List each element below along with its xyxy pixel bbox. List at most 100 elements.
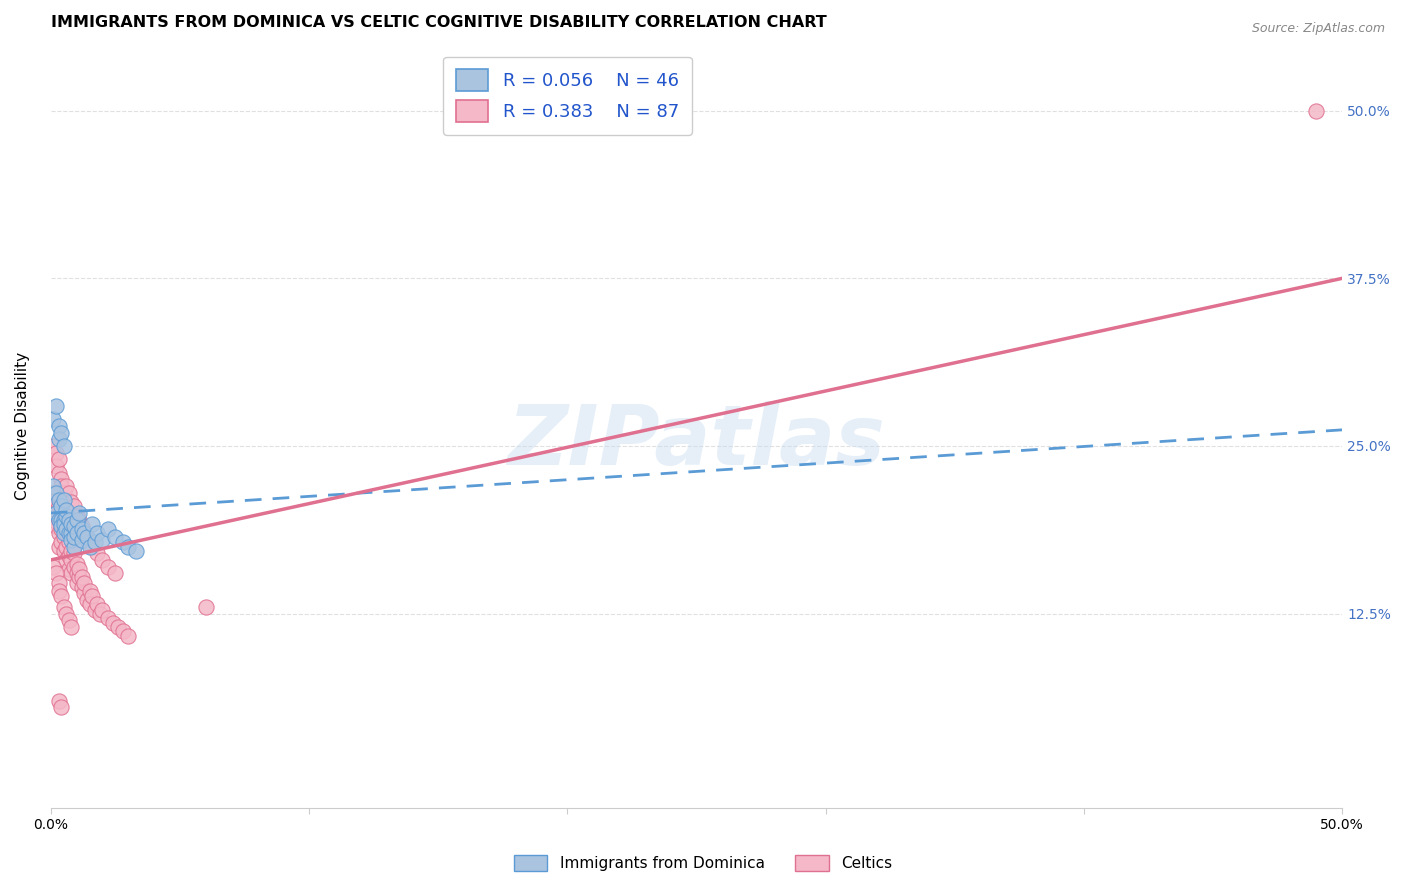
- Point: [42, 439, 65, 453]
- Point: [45, 445, 67, 459]
- Point: [91, 602, 114, 616]
- Point: [45, 399, 67, 413]
- Point: [42, 513, 65, 527]
- Point: [51, 425, 73, 440]
- Point: [45, 506, 67, 520]
- Point: [52, 516, 75, 531]
- Point: [60, 533, 83, 547]
- Point: [48, 526, 70, 541]
- Point: [107, 620, 129, 634]
- Point: [45, 486, 67, 500]
- Text: IMMIGRANTS FROM DOMINICA VS CELTIC COGNITIVE DISABILITY CORRELATION CHART: IMMIGRANTS FROM DOMINICA VS CELTIC COGNI…: [51, 15, 827, 30]
- Point: [63, 546, 86, 560]
- Point: [70, 522, 93, 536]
- Point: [66, 513, 89, 527]
- Point: [58, 535, 80, 549]
- Point: [55, 503, 77, 517]
- Point: [117, 629, 139, 643]
- Point: [58, 526, 80, 541]
- Point: [67, 562, 90, 576]
- Point: [48, 500, 70, 514]
- Point: [52, 513, 75, 527]
- Point: [63, 519, 86, 533]
- Point: [79, 583, 101, 598]
- Point: [76, 530, 98, 544]
- Point: [97, 610, 120, 624]
- Legend: Immigrants from Dominica, Celtics: Immigrants from Dominica, Celtics: [508, 849, 898, 877]
- Point: [104, 530, 127, 544]
- Point: [55, 508, 77, 523]
- Point: [67, 506, 90, 520]
- Point: [60, 553, 83, 567]
- Point: [79, 597, 101, 611]
- Point: [60, 543, 83, 558]
- Y-axis label: Cognitive Disability: Cognitive Disability: [15, 351, 30, 500]
- Point: [82, 516, 104, 531]
- Point: [63, 500, 86, 514]
- Point: [70, 519, 93, 533]
- Point: [51, 589, 73, 603]
- Point: [70, 570, 93, 584]
- Point: [55, 526, 77, 541]
- Point: [112, 535, 135, 549]
- Point: [63, 559, 86, 574]
- Point: [51, 473, 73, 487]
- Point: [42, 486, 65, 500]
- Point: [51, 519, 73, 533]
- Point: [48, 418, 70, 433]
- Point: [86, 597, 108, 611]
- Point: [52, 492, 75, 507]
- Point: [52, 526, 75, 541]
- Point: [42, 412, 65, 426]
- Point: [60, 495, 83, 509]
- Point: [51, 516, 73, 531]
- Point: [55, 607, 77, 621]
- Point: [60, 620, 83, 634]
- Point: [48, 492, 70, 507]
- Point: [51, 700, 73, 714]
- Point: [70, 533, 93, 547]
- Point: [52, 543, 75, 558]
- Point: [51, 500, 73, 514]
- Point: [73, 575, 96, 590]
- Point: [66, 575, 89, 590]
- Point: [73, 526, 96, 541]
- Point: [1305, 103, 1327, 118]
- Point: [66, 508, 89, 523]
- Point: [48, 452, 70, 467]
- Point: [52, 599, 75, 614]
- Point: [97, 559, 120, 574]
- Point: [104, 566, 127, 581]
- Point: [79, 535, 101, 549]
- Point: [125, 543, 148, 558]
- Point: [48, 513, 70, 527]
- Point: [45, 506, 67, 520]
- Point: [70, 580, 93, 594]
- Point: [55, 522, 77, 536]
- Point: [51, 479, 73, 493]
- Point: [48, 575, 70, 590]
- Point: [60, 566, 83, 581]
- Point: [76, 530, 98, 544]
- Point: [51, 522, 73, 536]
- Point: [45, 566, 67, 581]
- Point: [86, 526, 108, 541]
- Point: [52, 492, 75, 507]
- Point: [73, 526, 96, 541]
- Point: [91, 553, 114, 567]
- Point: [101, 615, 124, 630]
- Point: [67, 570, 90, 584]
- Point: [45, 519, 67, 533]
- Point: [63, 540, 86, 554]
- Point: [117, 540, 139, 554]
- Point: [55, 479, 77, 493]
- Point: [42, 559, 65, 574]
- Point: [48, 540, 70, 554]
- Point: [51, 513, 73, 527]
- Point: [66, 566, 89, 581]
- Point: [55, 540, 77, 554]
- Point: [91, 533, 114, 547]
- Point: [83, 535, 105, 549]
- Point: [73, 586, 96, 600]
- Point: [52, 530, 75, 544]
